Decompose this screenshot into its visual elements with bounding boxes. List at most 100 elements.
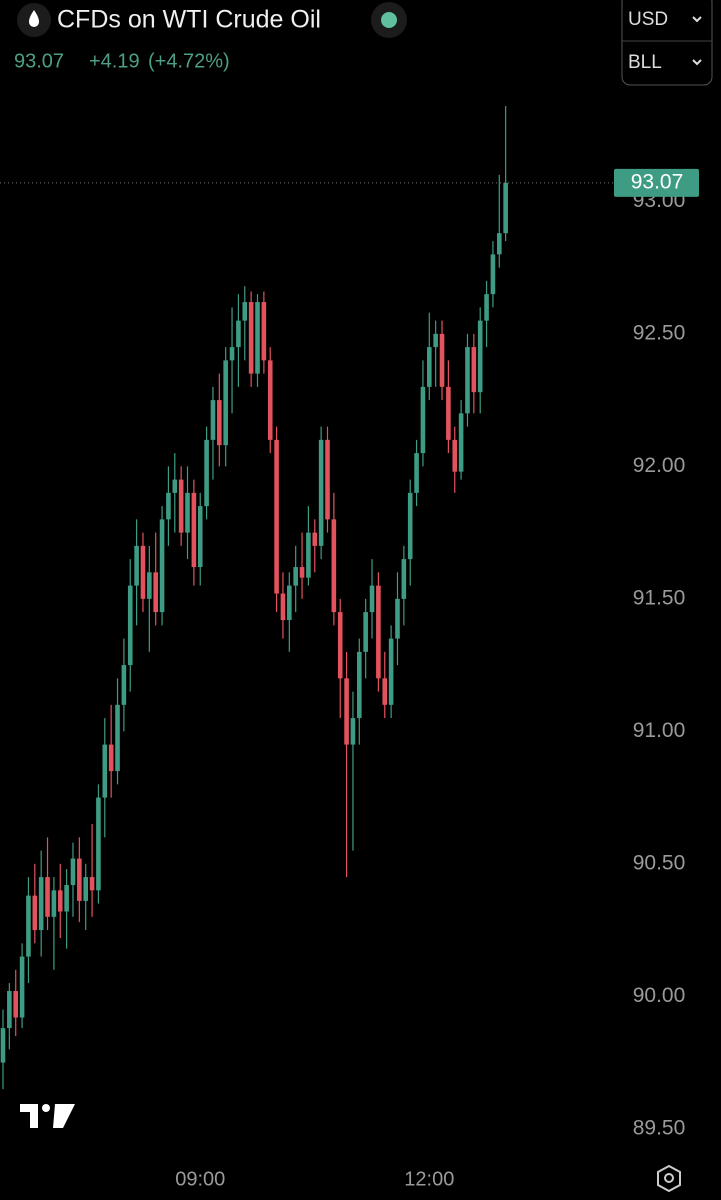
candle-body — [458, 413, 464, 472]
candle-body — [159, 519, 165, 613]
candle-body — [147, 572, 152, 599]
candle-body — [433, 333, 438, 348]
drop-icon — [29, 10, 39, 27]
candle-body — [471, 347, 477, 393]
candle-body — [242, 302, 248, 321]
candle-body — [57, 890, 63, 912]
candle-body — [503, 182, 508, 234]
candle-body — [108, 744, 114, 772]
candle-body — [229, 347, 235, 361]
candle-body — [280, 593, 286, 621]
candle-body — [420, 386, 426, 454]
candle-body — [439, 333, 445, 387]
candle-body — [134, 545, 139, 586]
candle-body — [83, 877, 89, 901]
candle-body — [115, 704, 120, 772]
tv-logo — [20, 1104, 75, 1128]
candle-body — [407, 492, 413, 560]
currency-selector[interactable]: USD — [628, 9, 668, 30]
candle-body — [388, 638, 394, 705]
candle-body — [0, 1028, 6, 1063]
candle-body — [306, 532, 311, 578]
candle-body — [121, 665, 127, 705]
candle-body — [217, 400, 222, 446]
candle-body — [357, 651, 362, 719]
unit-selector[interactable]: BLL — [628, 52, 662, 73]
plot-area — [0, 105, 508, 1090]
y-tick-label: 90.50 — [633, 851, 686, 874]
candle-body — [38, 877, 44, 931]
candle-body — [267, 360, 273, 440]
candle-body — [312, 532, 318, 546]
candle-body — [293, 567, 298, 586]
candle-body — [255, 302, 260, 374]
candle-body — [7, 991, 12, 1029]
candle-body — [19, 956, 25, 1018]
candle-body — [446, 386, 451, 440]
candle-body — [344, 678, 349, 745]
candle-body — [77, 858, 82, 901]
candle-body — [153, 572, 158, 613]
candle-body — [484, 294, 489, 321]
selector-box — [621, 0, 713, 86]
candle-body — [178, 479, 184, 533]
candle-body — [382, 678, 388, 705]
candle-body — [236, 320, 241, 348]
x-tick-label: 09:00 — [175, 1168, 225, 1190]
y-tick-label: 92.00 — [633, 454, 686, 477]
y-tick-label: 90.00 — [633, 984, 686, 1007]
candle-body — [452, 439, 458, 472]
candle-body — [102, 744, 108, 798]
candle-body — [363, 612, 368, 652]
candle-body — [26, 895, 31, 957]
y-tick-label: 92.50 — [633, 321, 686, 344]
candle-body — [191, 492, 197, 568]
candle-body — [376, 585, 381, 679]
candle-body — [89, 877, 95, 891]
candle-body — [426, 347, 432, 387]
candle-body — [496, 233, 502, 255]
candle-body — [45, 877, 50, 917]
candle-body — [64, 885, 69, 912]
chevron — [692, 59, 702, 66]
candle-body — [248, 302, 254, 374]
chevron — [692, 16, 702, 23]
candle-body — [96, 797, 101, 891]
candle-body — [331, 519, 337, 613]
candle-body — [318, 439, 324, 546]
y-tick-label: 91.50 — [633, 586, 686, 609]
y-tick-label: 89.50 — [633, 1116, 686, 1139]
change: +4.19 — [89, 50, 140, 72]
candle-body — [172, 479, 178, 493]
x-tick-label: 12:00 — [404, 1168, 454, 1190]
candle-body — [401, 559, 407, 599]
candle-body — [140, 545, 146, 599]
candle-body — [369, 585, 375, 613]
candle-body — [210, 400, 216, 440]
candle-body — [223, 360, 228, 446]
chart-title: CFDs on WTI Crude Oil — [57, 6, 321, 34]
candle-body — [287, 585, 292, 621]
candle-body — [465, 347, 470, 414]
change-percent: (+4.72%) — [148, 50, 230, 72]
y-tick-label: 91.00 — [633, 719, 686, 742]
candle-body — [325, 439, 330, 520]
settings-icon[interactable] — [657, 1164, 681, 1193]
candle-body — [477, 320, 483, 393]
candle-body — [395, 598, 400, 639]
candle-body — [127, 585, 133, 666]
last-price-label: 93.07 — [631, 170, 684, 193]
candle-body — [166, 492, 171, 520]
price: 93.07 — [14, 50, 64, 72]
candle-body — [274, 439, 279, 594]
candle-body — [32, 895, 38, 931]
candle-body — [414, 453, 419, 493]
candle-body — [337, 612, 343, 679]
last-price-badge — [614, 168, 699, 197]
candle-body — [204, 439, 209, 507]
candle-body — [490, 254, 496, 295]
candle-body — [70, 858, 76, 886]
candle-body — [299, 567, 305, 578]
